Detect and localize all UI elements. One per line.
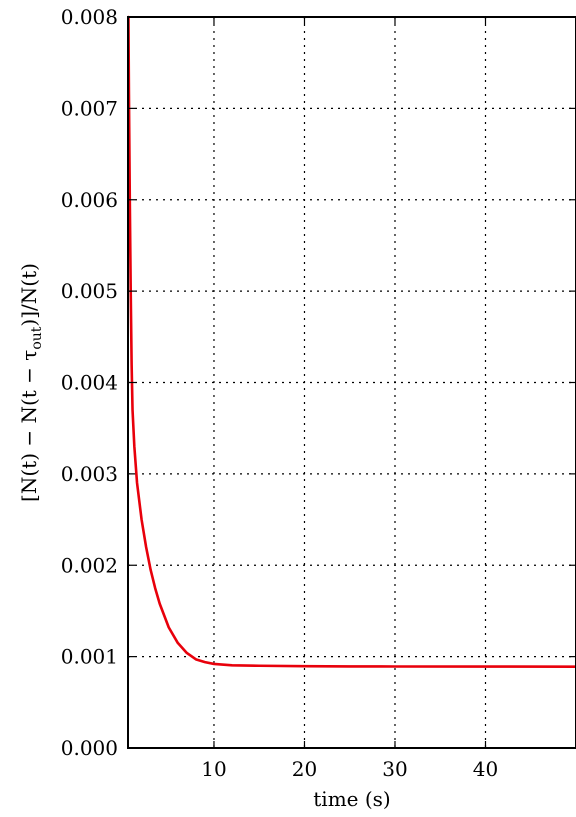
- y-tick-label: 0.004: [61, 371, 118, 395]
- x-tick-label: 30: [382, 757, 407, 781]
- y-axis-label-main: [N(t) − N(t − τ: [17, 350, 41, 502]
- y-tick-label: 0.002: [61, 553, 118, 577]
- x-tick-label: 10: [201, 757, 226, 781]
- y-tick-label: 0.001: [61, 645, 118, 669]
- y-tick-label: 0.005: [61, 279, 118, 303]
- y-tick-label: 0.003: [61, 462, 118, 486]
- tick-marks: [128, 16, 576, 749]
- y-tick-label: 0.008: [61, 5, 118, 29]
- series-layer: [127, 15, 576, 668]
- y-tick-label: 0.006: [61, 188, 118, 212]
- y-axis-label: [N(t) − N(t − τout)]/N(t): [17, 263, 45, 502]
- x-tick-label: 20: [292, 757, 317, 781]
- series-line-0: [127, 15, 576, 668]
- x-tick-labels: 10 20 30 40: [201, 757, 498, 781]
- x-tick-label: 40: [473, 757, 498, 781]
- y-tick-labels: 0.000 0.001 0.002 0.003 0.004 0.005 0.006 0.007…: [61, 5, 118, 760]
- x-axis-label: time (s): [313, 787, 390, 811]
- y-axis-label-subscript: out: [29, 326, 45, 349]
- grid-lines: [128, 17, 576, 748]
- y-tick-label: 0.000: [61, 736, 118, 760]
- y-axis-label-tail: )]/N(t): [17, 263, 41, 327]
- y-tick-label: 0.007: [61, 96, 118, 120]
